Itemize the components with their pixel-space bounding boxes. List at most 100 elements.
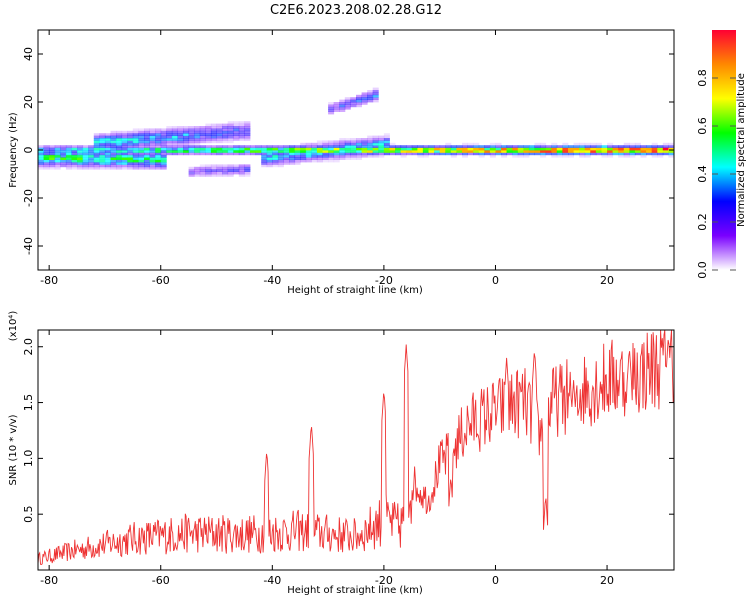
heatmap-cell bbox=[177, 133, 184, 136]
heatmap-cell bbox=[93, 154, 100, 158]
heatmap-cell bbox=[222, 126, 229, 129]
heatmap-cell bbox=[523, 145, 530, 148]
heatmap-cell bbox=[389, 150, 396, 153]
heatmap-cell bbox=[160, 162, 167, 165]
heatmap-cell bbox=[166, 133, 173, 136]
heatmap-cell bbox=[60, 150, 67, 153]
heatmap-cell bbox=[155, 157, 162, 160]
heatmap-cell bbox=[132, 150, 139, 153]
heatmap-cell bbox=[144, 164, 150, 168]
heatmap-cell bbox=[501, 145, 508, 148]
heatmap-cell bbox=[623, 145, 630, 148]
heatmap-cell bbox=[662, 150, 669, 153]
heatmap-cell bbox=[300, 147, 307, 151]
heatmap-cell bbox=[344, 142, 351, 146]
heatmap-cell bbox=[272, 164, 279, 168]
heatmap-cell bbox=[277, 154, 284, 158]
heatmap-cell bbox=[104, 150, 111, 153]
heatmap-cell bbox=[82, 157, 89, 160]
snr-series bbox=[37, 329, 674, 565]
heatmap-cell bbox=[584, 147, 591, 151]
heatmap-cell bbox=[99, 159, 106, 163]
heatmap-cell bbox=[367, 92, 374, 96]
heatmap-cell bbox=[82, 154, 89, 158]
heatmap-cell bbox=[121, 147, 128, 151]
heatmap-cell bbox=[417, 147, 424, 151]
heatmap-cell bbox=[222, 174, 229, 177]
heatmap-cell bbox=[99, 140, 106, 144]
heatmap-cell bbox=[333, 106, 340, 110]
heatmap-cell bbox=[372, 90, 379, 93]
heatmap-cell bbox=[322, 157, 329, 160]
heatmap-cell bbox=[367, 94, 374, 98]
heatmap-cell bbox=[545, 147, 552, 151]
heatmap-cell bbox=[171, 133, 178, 136]
heatmap-cell bbox=[294, 145, 301, 148]
heatmap-cell bbox=[556, 145, 563, 148]
heatmap-cell bbox=[199, 152, 206, 156]
heatmap-cell bbox=[277, 159, 284, 163]
heatmap-cell bbox=[640, 154, 647, 158]
heatmap-cell bbox=[316, 150, 323, 153]
heatmap-cell bbox=[116, 138, 123, 141]
heatmap-cell bbox=[356, 99, 362, 103]
heatmap-cell bbox=[65, 145, 72, 148]
heatmap-cell bbox=[305, 157, 312, 160]
heatmap-cell bbox=[60, 157, 67, 160]
heatmap-cell bbox=[77, 162, 84, 165]
heatmap-cell bbox=[110, 150, 117, 153]
heatmap-cell bbox=[277, 152, 284, 156]
heatmap-cell bbox=[556, 154, 563, 158]
heatmap-cell bbox=[77, 166, 84, 170]
heatmap-cell bbox=[595, 147, 602, 151]
heatmap-cell bbox=[467, 142, 474, 146]
heatmap-cell bbox=[584, 142, 591, 146]
heatmap-cell bbox=[512, 147, 519, 151]
heatmap-cell bbox=[484, 145, 491, 148]
heatmap-cell bbox=[93, 133, 100, 136]
heatmap-cell bbox=[367, 138, 374, 141]
heatmap-cell bbox=[356, 154, 362, 158]
heatmap-cell bbox=[361, 138, 368, 141]
heatmap-cell bbox=[121, 130, 128, 134]
heatmap-cell bbox=[311, 152, 318, 156]
heatmap-cell bbox=[551, 154, 558, 158]
heatmap-cell bbox=[367, 152, 374, 156]
heatmap-cell bbox=[222, 123, 229, 127]
colorbar-gradient bbox=[712, 30, 736, 270]
heatmap-cell bbox=[367, 99, 374, 103]
heatmap-cell bbox=[210, 138, 217, 141]
heatmap-cell bbox=[177, 145, 184, 148]
heatmap-cell bbox=[517, 147, 524, 151]
snr-multiplier: (x10⁴) bbox=[8, 311, 19, 342]
heatmap-cell bbox=[166, 128, 173, 132]
heatmap-cell bbox=[350, 145, 357, 148]
heatmap-cell bbox=[77, 164, 84, 168]
heatmap-cell bbox=[372, 99, 379, 103]
heatmap-cell bbox=[171, 128, 178, 132]
heatmap-cell bbox=[523, 154, 530, 158]
heatmap-cell bbox=[93, 138, 100, 141]
heatmap-cell bbox=[261, 150, 268, 153]
heatmap-cell bbox=[517, 150, 524, 153]
heatmap-cell bbox=[188, 166, 195, 170]
heatmap-cell bbox=[99, 150, 106, 153]
heatmap-cell bbox=[227, 128, 234, 132]
heatmap-cell bbox=[450, 145, 457, 148]
heatmap-cell bbox=[478, 147, 485, 151]
heatmap-cell bbox=[607, 145, 614, 148]
heatmap-cell bbox=[210, 123, 217, 127]
heatmap-cell bbox=[60, 164, 67, 168]
heatmap-cell bbox=[132, 130, 139, 134]
y-tick-label: -40 bbox=[22, 237, 35, 255]
heatmap-cell bbox=[339, 109, 346, 112]
heatmap-cell bbox=[534, 145, 541, 148]
heatmap-cell bbox=[210, 171, 217, 175]
heatmap-cell bbox=[339, 99, 346, 103]
heatmap-cell bbox=[623, 154, 630, 158]
y-tick-label: 2.0 bbox=[22, 338, 35, 356]
heatmap-cell bbox=[227, 133, 234, 136]
heatmap-cell bbox=[65, 159, 72, 163]
snr-panel: -80 -60 -40 -20 0 20 0.5 1.0 1.5 2.0 Height of st… bbox=[8, 311, 675, 596]
heatmap-cell bbox=[194, 169, 201, 172]
